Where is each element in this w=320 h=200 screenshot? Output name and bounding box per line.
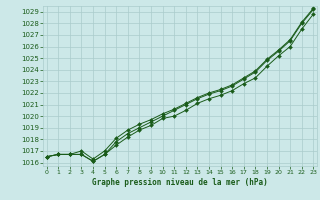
- X-axis label: Graphe pression niveau de la mer (hPa): Graphe pression niveau de la mer (hPa): [92, 178, 268, 187]
